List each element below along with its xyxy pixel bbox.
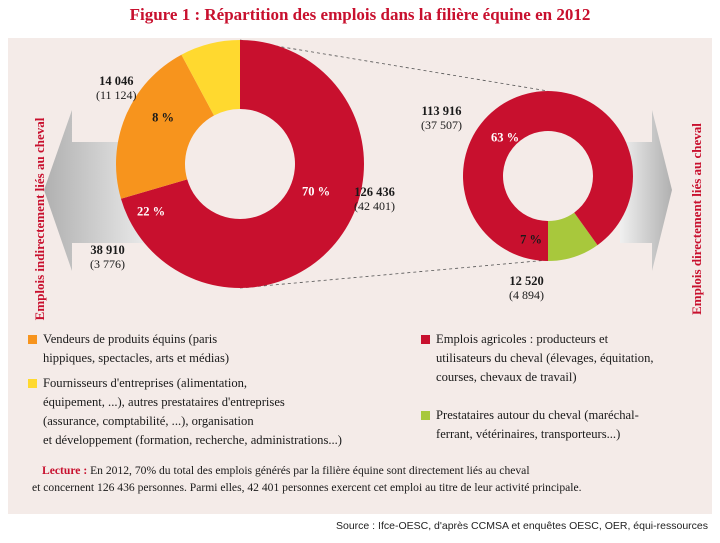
- value-main: 12 520: [509, 274, 544, 288]
- reading-note: Lecture : En 2012, 70% du total des empl…: [32, 462, 702, 496]
- legend-text-line: ferrant, vétérinaires, transporteurs...): [436, 427, 621, 441]
- chart-title: Figure 1 : Répartition des emplois dans …: [129, 5, 591, 24]
- slice-label-red-1: 70 %: [301, 184, 331, 199]
- legend-item-red: Emplois agricoles : producteurs et utili…: [421, 330, 654, 387]
- legend-text-line: utilisateurs du cheval (élevages, équita…: [436, 351, 654, 365]
- slice-label-orange: 22 %: [136, 204, 166, 219]
- slice-label-yellow: 8 %: [152, 110, 174, 125]
- value-sub: (11 124): [96, 88, 137, 102]
- legend-swatch: [421, 411, 430, 420]
- chart-area: [44, 39, 672, 289]
- value-sub: (37 507): [421, 118, 462, 132]
- value-sub: (4 894): [509, 288, 544, 302]
- legend-swatch: [28, 379, 37, 388]
- value-main: 14 046: [99, 74, 134, 88]
- axis-label-direct: Emplois directement liés au cheval: [689, 123, 704, 315]
- legend-text-line: Fournisseurs d'entreprises (alimentation…: [43, 376, 248, 390]
- legend-text-line: Emplois agricoles : producteurs et: [436, 332, 609, 346]
- value-label-red-1: 126 436 (42 401): [354, 185, 395, 213]
- legend-text-line: (assurance, comptabilité, ...), organisa…: [43, 414, 254, 428]
- value-main: 113 916: [421, 104, 462, 118]
- value-label-yellow: 14 046 (11 124): [96, 74, 137, 102]
- legend-swatch: [28, 335, 37, 344]
- slice-label-green: 7 %: [520, 232, 542, 247]
- donut-slice: [116, 54, 215, 199]
- legend-item-green: Prestataires autour du cheval (maréchal-…: [421, 406, 639, 444]
- value-sub: (3 776): [90, 257, 125, 271]
- chart-panel: Emplois indirectement liés au cheval Emp…: [8, 38, 712, 514]
- legend-text-line: courses, chevaux de travail): [436, 370, 577, 384]
- value-main: 38 910: [90, 243, 125, 257]
- donut-slice: [548, 212, 598, 261]
- donut-chart-indirect: [116, 40, 364, 288]
- legend-item-orange: Vendeurs de produits équins (paris hippi…: [28, 330, 230, 368]
- value-sub: (42 401): [354, 199, 395, 213]
- axis-label-indirect: Emplois indirectement liés au cheval: [32, 117, 47, 321]
- donut-slice: [463, 91, 634, 261]
- legend-text-line: et développement (formation, recherche, …: [43, 433, 342, 447]
- right-arrow: [620, 110, 672, 271]
- value-main: 126 436: [354, 185, 395, 199]
- legend-text-line: équipement, ...), autres prestataires d'…: [43, 395, 285, 409]
- source-note: Source : Ifce-OESC, d'après CCMSA et enq…: [336, 520, 708, 532]
- slice-label-red-2: 63 %: [490, 130, 520, 145]
- legend-text-line: hippiques, spectacles, arts et médias): [43, 351, 230, 365]
- donut-slice: [120, 40, 364, 288]
- reading-note-line: et concernent 126 436 personnes. Parmi e…: [32, 481, 582, 494]
- value-label-green: 12 520 (4 894): [509, 274, 544, 302]
- value-label-orange: 38 910 (3 776): [90, 243, 125, 271]
- reading-note-label: Lecture :: [42, 464, 88, 477]
- connector-top: [239, 39, 549, 92]
- legend-text-line: Vendeurs de produits équins (paris: [43, 332, 218, 346]
- legend-text-line: Prestataires autour du cheval (maréchal-: [436, 408, 639, 422]
- donut-slice: [181, 40, 240, 116]
- value-label-red-2: 113 916 (37 507): [421, 104, 462, 132]
- legend-swatch: [421, 335, 430, 344]
- donut-chart-direct: [463, 91, 634, 261]
- legend-item-yellow: Fournisseurs d'entreprises (alimentation…: [28, 374, 342, 450]
- reading-note-line: En 2012, 70% du total des emplois généré…: [90, 464, 530, 477]
